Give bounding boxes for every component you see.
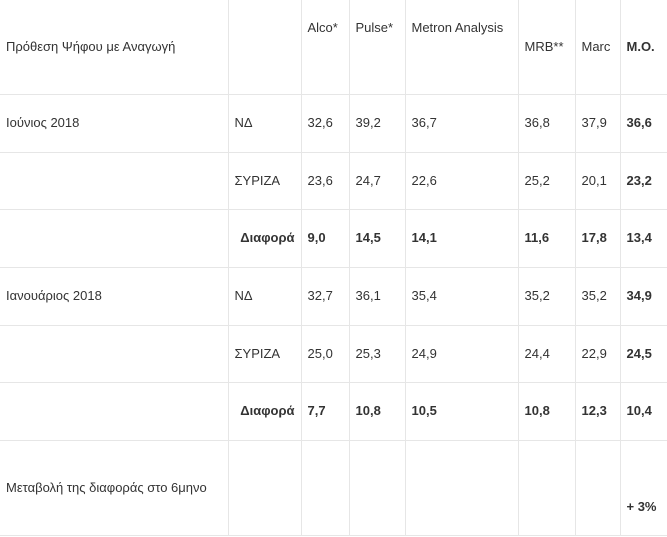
table-row: ΣΥΡΙΖΑ 23,6 24,7 22,6 25,2 20,1 23,2 bbox=[0, 151, 667, 210]
empty-cell bbox=[300, 439, 350, 536]
value-cell: 36,7 bbox=[404, 93, 519, 153]
empty-cell bbox=[574, 439, 621, 536]
value-cell: 25,0 bbox=[300, 324, 350, 383]
value-cell: 35,2 bbox=[517, 266, 576, 326]
table-row: Διαφορά 9,0 14,5 14,1 11,6 17,8 13,4 bbox=[0, 208, 667, 268]
table-row: ΣΥΡΙΖΑ 25,0 25,3 24,9 24,4 22,9 24,5 bbox=[0, 324, 667, 383]
table-row: Ιούνιος 2018 ΝΔ 32,6 39,2 36,7 36,8 37,9… bbox=[0, 93, 667, 153]
value-cell: 10,8 bbox=[348, 381, 406, 441]
average-cell: 24,5 bbox=[619, 324, 667, 383]
value-cell: 32,6 bbox=[300, 93, 350, 153]
empty-cell bbox=[227, 439, 302, 536]
average-cell: 34,9 bbox=[619, 266, 667, 326]
party-cell: ΝΔ bbox=[227, 93, 302, 153]
value-cell: 20,1 bbox=[574, 151, 621, 210]
value-cell: 35,4 bbox=[404, 266, 519, 326]
header-average: Μ.Ο. bbox=[619, 0, 667, 95]
table-row: Διαφορά 7,7 10,8 10,5 10,8 12,3 10,4 bbox=[0, 381, 667, 441]
empty-cell bbox=[517, 439, 576, 536]
value-cell: 24,4 bbox=[517, 324, 576, 383]
header-label: Πρόθεση Ψήφου με Αναγωγή bbox=[0, 0, 229, 95]
average-cell: 23,2 bbox=[619, 151, 667, 210]
value-cell: 22,6 bbox=[404, 151, 519, 210]
value-cell: 23,6 bbox=[300, 151, 350, 210]
party-cell: ΣΥΡΙΖΑ bbox=[227, 151, 302, 210]
value-cell: 32,7 bbox=[300, 266, 350, 326]
header-marc: Marc bbox=[574, 0, 621, 95]
value-cell: 10,8 bbox=[517, 381, 576, 441]
header-mrb: MRB** bbox=[517, 0, 576, 95]
average-cell: 13,4 bbox=[619, 208, 667, 268]
value-cell: 36,1 bbox=[348, 266, 406, 326]
empty-cell bbox=[404, 439, 519, 536]
footer-row: Μεταβολή της διαφοράς στο 6μηνο + 3% bbox=[0, 439, 667, 536]
period-cell: Ιούνιος 2018 bbox=[0, 93, 229, 153]
value-cell: 11,6 bbox=[517, 208, 576, 268]
party-cell: ΣΥΡΙΖΑ bbox=[227, 324, 302, 383]
empty-cell bbox=[348, 439, 406, 536]
value-cell: 10,5 bbox=[404, 381, 519, 441]
period-cell bbox=[0, 381, 229, 441]
average-cell: 36,6 bbox=[619, 93, 667, 153]
party-cell: ΝΔ bbox=[227, 266, 302, 326]
header-metron: Metron Analysis bbox=[404, 0, 519, 95]
value-cell: 25,2 bbox=[517, 151, 576, 210]
party-cell: Διαφορά bbox=[227, 208, 302, 268]
change-label: Μεταβολή της διαφοράς στο 6μηνο bbox=[0, 439, 229, 536]
header-pulse: Pulse* bbox=[348, 0, 406, 95]
value-cell: 24,7 bbox=[348, 151, 406, 210]
party-cell: Διαφορά bbox=[227, 381, 302, 441]
value-cell: 9,0 bbox=[300, 208, 350, 268]
value-cell: 14,5 bbox=[348, 208, 406, 268]
header-alco: Alco* bbox=[300, 0, 350, 95]
value-cell: 24,9 bbox=[404, 324, 519, 383]
average-cell: 10,4 bbox=[619, 381, 667, 441]
value-cell: 25,3 bbox=[348, 324, 406, 383]
value-cell: 35,2 bbox=[574, 266, 621, 326]
period-cell bbox=[0, 208, 229, 268]
table-row: Ιανουάριος 2018 ΝΔ 32,7 36,1 35,4 35,2 3… bbox=[0, 266, 667, 326]
period-cell bbox=[0, 324, 229, 383]
value-cell: 39,2 bbox=[348, 93, 406, 153]
value-cell: 7,7 bbox=[300, 381, 350, 441]
value-cell: 22,9 bbox=[574, 324, 621, 383]
period-cell bbox=[0, 151, 229, 210]
value-cell: 36,8 bbox=[517, 93, 576, 153]
value-cell: 17,8 bbox=[574, 208, 621, 268]
value-cell: 12,3 bbox=[574, 381, 621, 441]
period-cell: Ιανουάριος 2018 bbox=[0, 266, 229, 326]
change-value: + 3% bbox=[619, 439, 667, 536]
value-cell: 14,1 bbox=[404, 208, 519, 268]
header-row: Πρόθεση Ψήφου με Αναγωγή Alco* Pulse* Me… bbox=[0, 0, 667, 95]
value-cell: 37,9 bbox=[574, 93, 621, 153]
header-empty bbox=[227, 0, 302, 95]
